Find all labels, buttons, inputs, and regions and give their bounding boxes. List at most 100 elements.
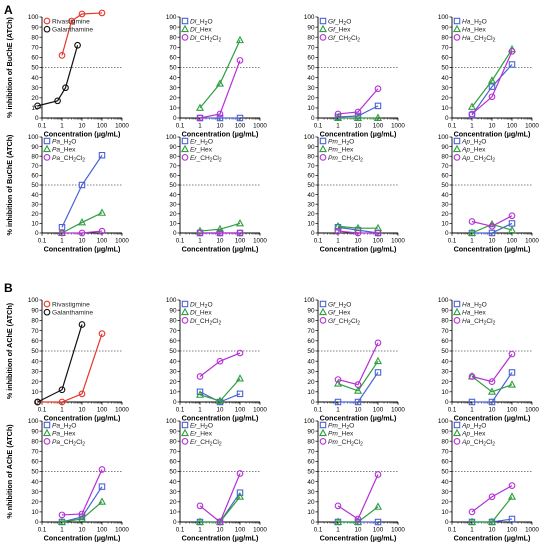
chart-panel-a-ref: 0 10 20 30 40 50 60 70 80 90 100 0.1 1 10 100 1000Conce… <box>5 9 129 139</box>
legend-label: Ap_H2O <box>461 422 486 431</box>
y-tick-label: 90 <box>31 428 39 435</box>
legend-label-text: _H <box>196 422 206 429</box>
y-tick-label: 100 <box>28 134 39 141</box>
y-tick-label: 100 <box>304 418 315 425</box>
y-tick-label: 0 <box>311 230 315 237</box>
legend-label-sub: 2 <box>210 442 213 448</box>
legend-label-text: Cl <box>76 439 83 446</box>
data-point <box>98 466 106 473</box>
y-tick-label: 70 <box>169 449 177 456</box>
y-tick-label: 40 <box>31 192 39 199</box>
y-tick-label: 20 <box>441 95 449 102</box>
legend-label-sub: 2 <box>82 442 85 448</box>
x-tick-label: 10 <box>489 123 496 130</box>
legend-marker <box>319 300 327 308</box>
legend-label-prefix: Ha <box>462 27 471 34</box>
y-tick-label: 0 <box>35 115 39 122</box>
data-point <box>487 76 497 84</box>
legend-label-text: _CH <box>469 155 483 162</box>
legend-label: Er_CH2Cl2 <box>190 439 222 448</box>
y-tick-label: 20 <box>307 379 315 386</box>
x-tick-label: 10 <box>355 238 362 245</box>
x-axis-label: Concentration (µg/mL) <box>454 414 531 423</box>
legend-label-text: O <box>481 422 486 429</box>
legend-label-sub: 2 <box>360 158 363 164</box>
y-tick-label: 40 <box>31 358 39 365</box>
legend-label-text: Cl <box>76 155 83 162</box>
y-tick-label: 100 <box>438 297 449 304</box>
legend-marker <box>180 307 190 316</box>
y-tick-label: 80 <box>307 438 315 445</box>
legend-label-prefix: Pa <box>52 439 60 446</box>
legend-label-prefix: Pa <box>52 422 60 429</box>
legend-label-text: _CH <box>469 439 483 446</box>
data-point <box>78 390 86 398</box>
series-line <box>337 105 379 118</box>
y-tick-label: 90 <box>31 307 39 314</box>
legend-label-prefix: Pa <box>52 147 60 154</box>
legend-label-text: _Hex <box>196 431 213 438</box>
legend-marker <box>181 137 189 145</box>
y-tick-label: 20 <box>441 211 449 218</box>
x-tick-label: 10 <box>217 123 224 130</box>
legend-label-text: _H <box>195 18 205 25</box>
legend-label: Ap_Hex <box>461 147 486 154</box>
legend-label-sub: 2 <box>73 442 76 448</box>
legend-label-prefix: Pa <box>52 155 60 162</box>
legend-label-sub: 2 <box>483 158 486 164</box>
y-tick-label: 30 <box>441 85 449 92</box>
y-tick-label: 80 <box>307 318 315 325</box>
legend-label-text: _H <box>59 422 69 429</box>
y-tick-label: 10 <box>31 221 39 228</box>
legend-label-text: Cl <box>212 35 219 42</box>
data-point <box>216 114 224 122</box>
y-tick-label: 70 <box>307 449 315 456</box>
legend-label-text: _Hex <box>469 27 486 34</box>
y-tick-label: 50 <box>307 182 315 189</box>
data-point <box>216 110 224 118</box>
legend-label: Pm_H2O <box>328 138 354 147</box>
legend: Rivastigmine Galanthamine <box>43 300 93 317</box>
legend-label-text: _Hex <box>59 147 76 154</box>
y-tick-label: 90 <box>169 428 177 435</box>
x-axis-label: Concentration (µg/mL) <box>320 130 397 139</box>
y-tick-label: 70 <box>169 163 177 170</box>
legend-label-sub: 2 <box>69 141 72 147</box>
data-point <box>235 35 245 44</box>
legend-label-text: Rivastigmine <box>52 301 90 308</box>
legend-label-prefix: Gf <box>328 18 336 25</box>
y-tick-label: 30 <box>31 489 39 496</box>
legend-marker <box>319 438 327 445</box>
y-tick-label: 0 <box>311 519 315 526</box>
legend-label-prefix: Dl <box>190 35 197 42</box>
data-point <box>97 497 107 505</box>
x-axis-label: Concentration (µg/mL) <box>182 534 259 543</box>
legend-label-sub: 2 <box>360 442 363 448</box>
data-point <box>374 339 382 347</box>
data-point <box>58 52 66 59</box>
y-tick-label: 50 <box>31 348 39 355</box>
y-tick-label: 30 <box>31 201 39 208</box>
legend-marker <box>453 438 461 445</box>
legend-label-prefix: Pm <box>328 439 338 446</box>
x-tick-label: 10 <box>489 527 496 534</box>
x-tick-label: 1 <box>60 238 64 245</box>
y-tick-label: 50 <box>31 182 39 189</box>
y-tick-label: 80 <box>169 438 177 445</box>
legend-marker <box>452 24 462 33</box>
y-tick-label: 80 <box>31 438 39 445</box>
x-tick-label: 0.1 <box>38 407 47 414</box>
y-tick-label: 30 <box>307 489 315 496</box>
data-point <box>235 218 245 227</box>
legend-label-sub: 2 <box>493 321 496 327</box>
y-tick-label: 40 <box>307 192 315 199</box>
data-point <box>34 398 41 406</box>
y-tick-label: 80 <box>31 318 39 325</box>
y-tick-label: 70 <box>441 449 449 456</box>
y-tick-label: 20 <box>169 499 177 506</box>
x-tick-label: 1 <box>198 123 202 130</box>
series-line <box>472 372 513 403</box>
